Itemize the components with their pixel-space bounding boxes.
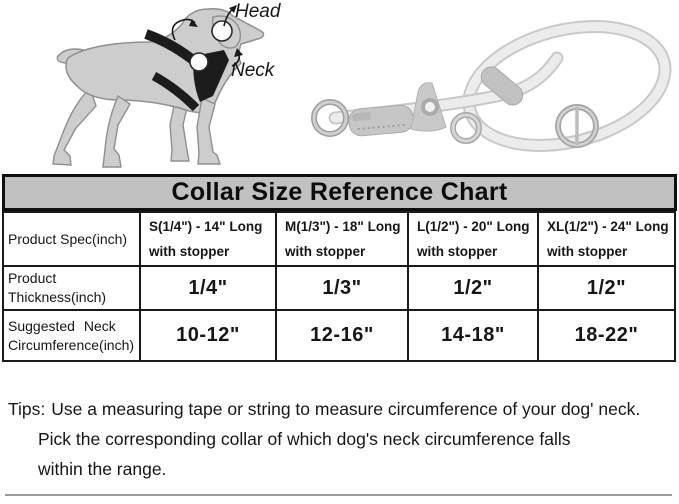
collar-end-sleeve xyxy=(480,66,524,106)
thickness-label-line2: Thickness(inch) xyxy=(8,289,107,305)
circumference-label-cell: Suggested Neck Circumference(inch) xyxy=(2,309,141,362)
size-xl-line2: with stopper xyxy=(547,244,628,259)
neck-marker-circle xyxy=(189,52,209,72)
collar-product-image xyxy=(305,8,677,168)
thickness-value-m: 1/3" xyxy=(275,265,409,311)
chart-title: Collar Size Reference Chart xyxy=(171,178,508,206)
thickness-value-s: 1/4" xyxy=(139,265,277,311)
size-l-line2: with stopper xyxy=(417,244,498,259)
size-xl-line1: XL(1/2") - 24" Long xyxy=(547,219,669,234)
size-s-line2: with stopper xyxy=(149,244,230,259)
spec-header-cell: Product Spec(inch) xyxy=(2,211,141,267)
size-header-cell-s: S(1/4") - 14" Long with stopper xyxy=(139,211,277,267)
dog-far-hind-leg xyxy=(52,86,97,166)
dog-measurement-diagram: Head Neck xyxy=(0,0,302,178)
collar-grommet-hole xyxy=(425,102,435,112)
thickness-row: Product Thickness(inch) 1/4" 1/3" 1/2" 1… xyxy=(2,265,676,311)
size-s-line1: S(1/4") - 14" Long xyxy=(149,219,263,234)
dog-illustration xyxy=(52,5,265,168)
collar-loop xyxy=(462,20,672,152)
table-header-row: Product Spec(inch) S(1/4") - 14" Long wi… xyxy=(2,211,676,267)
tips-text-1: Use a measuring tape or string to measur… xyxy=(51,399,641,419)
harness-girth-strap xyxy=(151,72,200,112)
size-reference-table: Product Spec(inch) S(1/4") - 14" Long wi… xyxy=(2,211,676,362)
head-arrowhead xyxy=(229,5,237,13)
circumference-label-line2: Circumference(inch) xyxy=(8,336,135,353)
neck-label: Neck xyxy=(231,60,275,81)
tips-line-3: within the range. xyxy=(38,459,167,479)
bottom-divider-line xyxy=(5,494,672,496)
collar-small-ring-highlight xyxy=(451,113,481,143)
thickness-label-cell: Product Thickness(inch) xyxy=(2,265,141,311)
tips-line-2: Pick the corresponding collar of which d… xyxy=(38,429,571,449)
size-header-cell-l: L(1/2") - 20" Long with stopper xyxy=(407,211,539,267)
thickness-value-l: 1/2" xyxy=(407,265,539,311)
head-label: Head xyxy=(235,1,281,22)
size-l-line1: L(1/2") - 20" Long xyxy=(417,219,530,234)
neck-arrowhead xyxy=(234,48,243,57)
chart-title-bar: Collar Size Reference Chart xyxy=(2,174,677,211)
dog-near-front-leg xyxy=(196,96,221,165)
thickness-value-xl: 1/2" xyxy=(537,265,676,311)
tips-label: Tips: xyxy=(8,399,46,419)
circumference-value-l: 14-18" xyxy=(407,309,539,362)
circumference-value-s: 10-12" xyxy=(139,309,277,362)
size-header-cell-m: M(1/3") - 18" Long with stopper xyxy=(275,211,409,267)
rotate-arrowhead xyxy=(189,19,198,27)
circumference-label-line1: Suggested Neck xyxy=(8,317,116,334)
spec-header-text: Product Spec(inch) xyxy=(8,230,128,247)
tips-section: Tips: Use a measuring tape or string to m… xyxy=(8,394,674,484)
size-m-line2: with stopper xyxy=(285,244,366,259)
size-m-line1: M(1/3") - 18" Long xyxy=(285,219,401,234)
head-marker-circle xyxy=(211,20,233,42)
rope-collar-illustration xyxy=(311,20,672,152)
collar-o-ring-highlight xyxy=(312,100,348,136)
size-header-cell-xl: XL(1/2") - 24" Long with stopper xyxy=(537,211,676,267)
circumference-value-m: 12-16" xyxy=(275,309,409,362)
circumference-row: Suggested Neck Circumference(inch) 10-12… xyxy=(2,309,676,362)
tips-line-1: Tips: Use a measuring tape or string to m… xyxy=(8,394,674,424)
thickness-label-line1: Product xyxy=(8,270,57,286)
circumference-value-xl: 18-22" xyxy=(537,309,676,362)
collar-leather-sleeve xyxy=(348,104,414,137)
dog-near-hind-leg xyxy=(102,94,131,168)
